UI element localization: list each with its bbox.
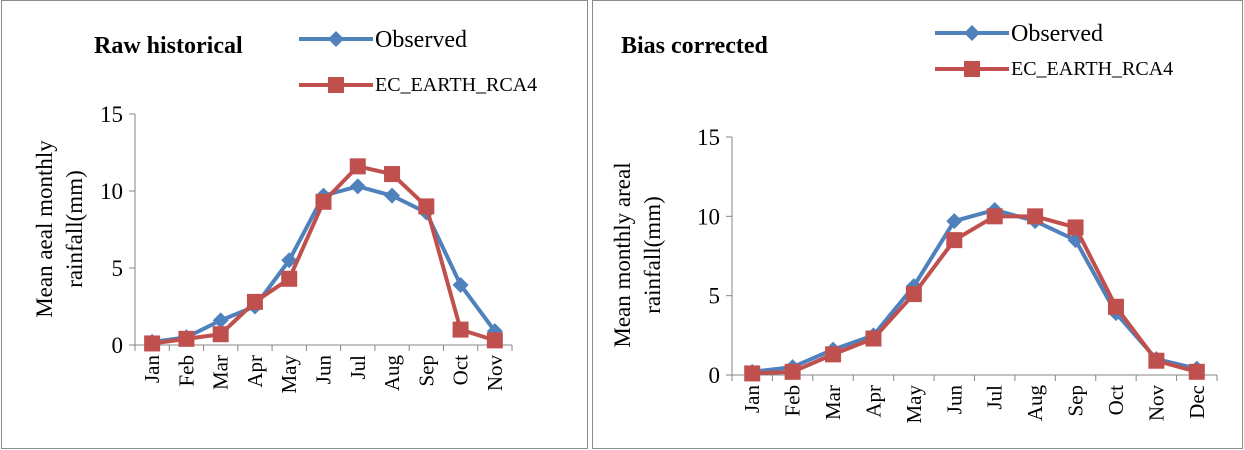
y-tick-label: 0 [709,363,721,388]
series-line-0 [751,207,1198,374]
data-point-ec-earth-rca4 [1027,208,1044,225]
data-point-ec-earth-rca4 [212,326,229,343]
data-point-ec-earth-rca4 [825,346,842,363]
data-point-ec-earth-rca4 [1188,363,1205,380]
y-tick-label: 5 [709,284,721,309]
x-tick-label: May [277,355,301,394]
x-tick-label: Oct [1104,385,1128,415]
x-tick-label: Aug [1023,385,1047,422]
x-tick-label: May [902,385,926,424]
x-tick-label: Apr [243,355,267,388]
legend-marker-diamond [964,25,980,41]
x-tick-label: Jun [942,385,966,415]
legend-label-1: EC_EARTH_RCA4 [1011,58,1173,80]
x-tick-label: Jul [346,355,370,380]
x-tick-label: Aug [380,355,404,392]
x-tick-label: Jan [140,355,164,383]
x-tick-label: Jul [983,385,1007,410]
x-tick-label: Nov [1144,385,1168,422]
x-tick-label: Sep [414,355,438,387]
y-axis-label-line: rainfall(mm) [640,196,665,314]
legend-label-1: EC_EARTH_RCA4 [375,74,537,96]
y-tick-label: 15 [100,102,123,127]
data-point-ec-earth-rca4 [281,270,298,287]
data-point-observed [384,187,401,204]
data-point-ec-earth-rca4 [1067,219,1084,236]
series-line-1 [752,214,1198,376]
chart-panel-bias-corrected: Bias corrected Mean monthly areal rainfall… [592,0,1243,449]
x-tick-label: Nov [483,355,507,392]
data-point-ec-earth-rca4 [178,330,195,347]
x-tick-label: Mar [821,385,845,420]
data-point-ec-earth-rca4 [144,335,161,352]
data-point-ec-earth-rca4 [315,193,332,210]
x-tick-label: Mar [209,355,233,390]
data-point-ec-earth-rca4 [486,332,503,349]
chart-title: Bias corrected [621,33,768,59]
chart-panel-raw-historical: Raw historical Mean aeal monthly rainfall(… [1,0,588,449]
data-point-ec-earth-rca4 [744,365,761,382]
data-point-ec-earth-rca4 [452,321,469,338]
chart-svg-raw-historical: Raw historical Mean aeal monthly rainfall(… [32,27,537,394]
data-point-ec-earth-rca4 [349,158,366,175]
x-tick-label: Jun [312,355,336,385]
x-tick-label: Feb [174,355,198,387]
legend-marker-diamond [328,31,344,47]
y-tick-label: 15 [697,125,720,150]
data-point-ec-earth-rca4 [1148,352,1165,369]
data-point-ec-earth-rca4 [905,286,922,303]
y-axis-label-line: Mean aeal monthly [32,140,57,318]
data-point-ec-earth-rca4 [384,166,401,183]
x-tick-label: Feb [781,385,805,417]
y-tick-label: 10 [697,204,720,229]
x-tick-label: Sep [1064,385,1088,417]
x-tick-label: Jan [740,385,764,413]
x-tick-label: Dec [1185,385,1209,419]
x-tick-label: Apr [861,385,885,418]
y-axis-label-line: Mean monthly areal [610,162,635,347]
data-point-ec-earth-rca4 [986,208,1003,225]
y-tick-label: 10 [100,179,123,204]
data-point-observed [946,213,963,230]
legend-label-0: Observed [375,27,467,53]
data-point-observed [452,276,469,293]
legend-marker-square [964,61,980,77]
data-point-ec-earth-rca4 [1107,298,1124,315]
y-axis-label-line: rainfall(mm) [62,170,87,288]
legend-label-0: Observed [1011,21,1103,47]
data-point-ec-earth-rca4 [784,363,801,380]
chart-svg-bias-corrected: Bias corrected Mean monthly areal rainfall… [610,21,1218,424]
y-tick-label: 5 [112,256,124,281]
data-point-ec-earth-rca4 [418,198,435,215]
chart-title: Raw historical [94,33,243,59]
data-point-ec-earth-rca4 [865,330,882,347]
panel-divider [588,0,592,450]
data-point-observed [349,178,366,195]
x-tick-label: Oct [449,355,473,385]
data-point-ec-earth-rca4 [946,232,963,249]
data-point-ec-earth-rca4 [246,293,263,310]
legend-marker-square [328,77,344,93]
data-point-observed [212,312,229,329]
y-tick-label: 0 [112,333,124,358]
